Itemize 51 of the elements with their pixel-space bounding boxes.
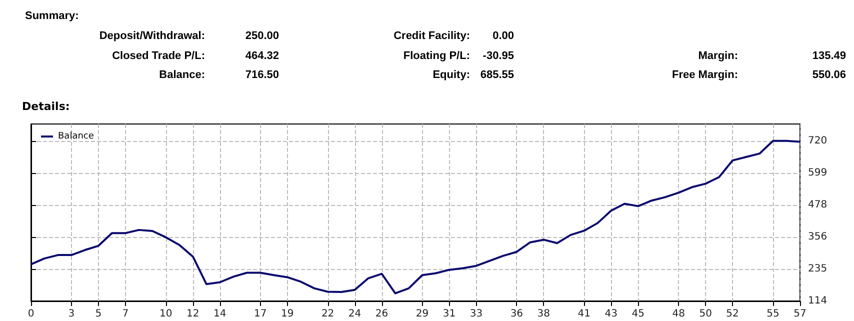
x-tick-label: 36 bbox=[510, 308, 524, 320]
legend-label: Balance bbox=[58, 132, 94, 142]
x-tick-label: 38 bbox=[537, 308, 550, 320]
x-tick-label: 26 bbox=[375, 308, 388, 320]
x-tick-label: 41 bbox=[578, 308, 591, 320]
x-tick-label: 10 bbox=[160, 308, 172, 320]
text: Closed Trade P/L: bbox=[112, 50, 205, 62]
x-tick-label: 5 bbox=[95, 308, 102, 320]
x-tick-label: 43 bbox=[604, 308, 618, 320]
x-tick-label: 19 bbox=[280, 308, 294, 320]
text: Credit Facility: bbox=[394, 30, 470, 42]
chart-title: Details: bbox=[22, 100, 70, 113]
x-tick-label: 52 bbox=[726, 308, 739, 320]
x-tick-label: 57 bbox=[794, 308, 806, 320]
x-tick-label: 3 bbox=[68, 308, 75, 320]
text: Margin: bbox=[698, 50, 738, 62]
text: 0.00 bbox=[492, 30, 514, 42]
text: 550.06 bbox=[812, 69, 846, 81]
text: Balance: bbox=[159, 69, 205, 81]
text: 250.00 bbox=[245, 30, 279, 42]
x-tick-label: 45 bbox=[632, 308, 644, 320]
x-tick-label: 48 bbox=[672, 308, 685, 320]
text: 685.55 bbox=[480, 69, 514, 81]
text: 716.50 bbox=[245, 69, 279, 81]
x-tick-label: 50 bbox=[699, 308, 712, 320]
x-tick-label: 12 bbox=[186, 308, 200, 320]
x-tick-label: 29 bbox=[416, 308, 429, 320]
text: Equity: bbox=[432, 69, 470, 81]
x-tick-label: 17 bbox=[254, 308, 267, 320]
x-tick-label: 0 bbox=[28, 308, 34, 320]
x-tick-label: 24 bbox=[348, 308, 362, 320]
x-tick-label: 33 bbox=[470, 308, 483, 320]
text: Floating P/L: bbox=[403, 50, 470, 62]
x-tick-label: 22 bbox=[321, 308, 334, 320]
text: Deposit/Withdrawal: bbox=[99, 30, 205, 42]
y-tick-label: 478 bbox=[808, 199, 828, 210]
text: 135.49 bbox=[812, 50, 846, 62]
line-series bbox=[30, 140, 801, 294]
x-tick-label: 7 bbox=[122, 308, 129, 320]
y-tick-label: 235 bbox=[808, 264, 828, 275]
x-tick-label: 14 bbox=[214, 308, 226, 320]
y-tick-label: 114 bbox=[808, 296, 828, 306]
x-tick-label: 55 bbox=[766, 308, 780, 320]
text: -30.95 bbox=[482, 50, 514, 62]
y-tick-label: 599 bbox=[808, 167, 828, 178]
text: Summary: bbox=[25, 10, 79, 22]
text: 464.32 bbox=[245, 50, 279, 62]
y-tick-label: 720 bbox=[808, 135, 828, 146]
y-tick-label: 356 bbox=[808, 232, 828, 243]
x-tick-label: 31 bbox=[442, 308, 456, 320]
text: Free Margin: bbox=[672, 69, 738, 81]
